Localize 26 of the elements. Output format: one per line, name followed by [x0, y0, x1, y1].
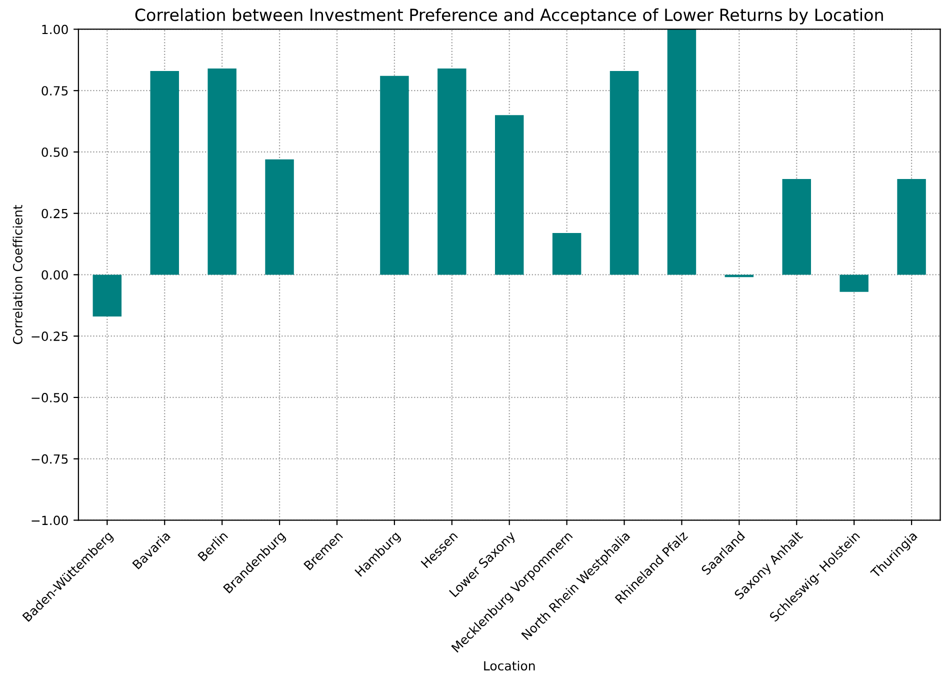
bar — [667, 29, 696, 275]
bar — [208, 68, 236, 275]
y-tick-label: 0.50 — [42, 147, 68, 157]
bar — [92, 274, 122, 316]
y-axis-title: Correlation Coefficient — [12, 204, 22, 344]
bar — [494, 115, 524, 275]
bar — [724, 274, 754, 278]
bar — [380, 76, 409, 275]
y-tick-label: −1.00 — [32, 516, 68, 526]
x-axis-title: Location — [484, 660, 535, 671]
y-tick-label: −0.50 — [32, 392, 68, 402]
y-tick-label: 0.25 — [42, 208, 68, 218]
bar — [897, 178, 926, 275]
bar — [438, 68, 466, 275]
y-tick-label: −0.25 — [32, 332, 68, 342]
y-tick-label: 0.75 — [42, 86, 68, 96]
y-tick-label: 1.00 — [42, 24, 68, 34]
bar — [840, 274, 868, 292]
bar — [782, 178, 811, 275]
bar — [265, 159, 294, 275]
bar — [552, 232, 582, 275]
y-tick-label: −0.75 — [32, 454, 68, 464]
bar — [150, 70, 179, 275]
chart-title: Correlation between Investment Preference and Acceptance of Lower Returns by Location — [135, 8, 883, 24]
bar — [610, 70, 639, 275]
y-tick-label: 0.00 — [42, 270, 68, 280]
